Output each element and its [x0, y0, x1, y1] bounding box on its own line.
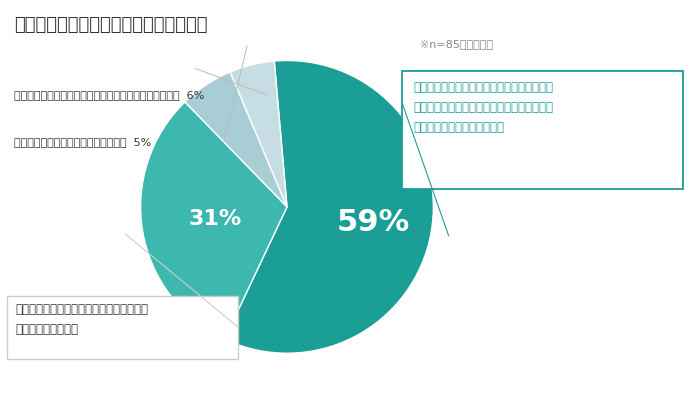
Wedge shape	[185, 72, 287, 207]
Text: 59%: 59%	[337, 208, 410, 237]
Text: 広告効果測定に関する課題への対応方針: 広告効果測定に関する課題への対応方針	[14, 16, 207, 34]
Text: 限られた取得可能な個人データをベースに
効果測定を実施する: 限られた取得可能な個人データをベースに 効果測定を実施する	[15, 303, 148, 336]
Wedge shape	[230, 61, 287, 207]
Wedge shape	[225, 61, 433, 353]
Wedge shape	[141, 102, 287, 339]
Text: 31%: 31%	[188, 209, 241, 229]
Text: 現時点で方針は決めていない（打ち手が見えていない）  6%: 現時点で方針は決めていない（打ち手が見えていない） 6%	[14, 89, 204, 100]
Text: 特に対策は取らず、従来どおりにする  5%: 特に対策は取らず、従来どおりにする 5%	[14, 137, 151, 147]
Text: ※n=85／単一回答: ※n=85／単一回答	[420, 39, 493, 49]
Text: 個人を特定・追跡するという手法から、統計
的な分析により相関や推計ベースで広告の効
果を測定する手法に移行する: 個人を特定・追跡するという手法から、統計 的な分析により相関や推計ベースで広告の…	[413, 81, 553, 134]
